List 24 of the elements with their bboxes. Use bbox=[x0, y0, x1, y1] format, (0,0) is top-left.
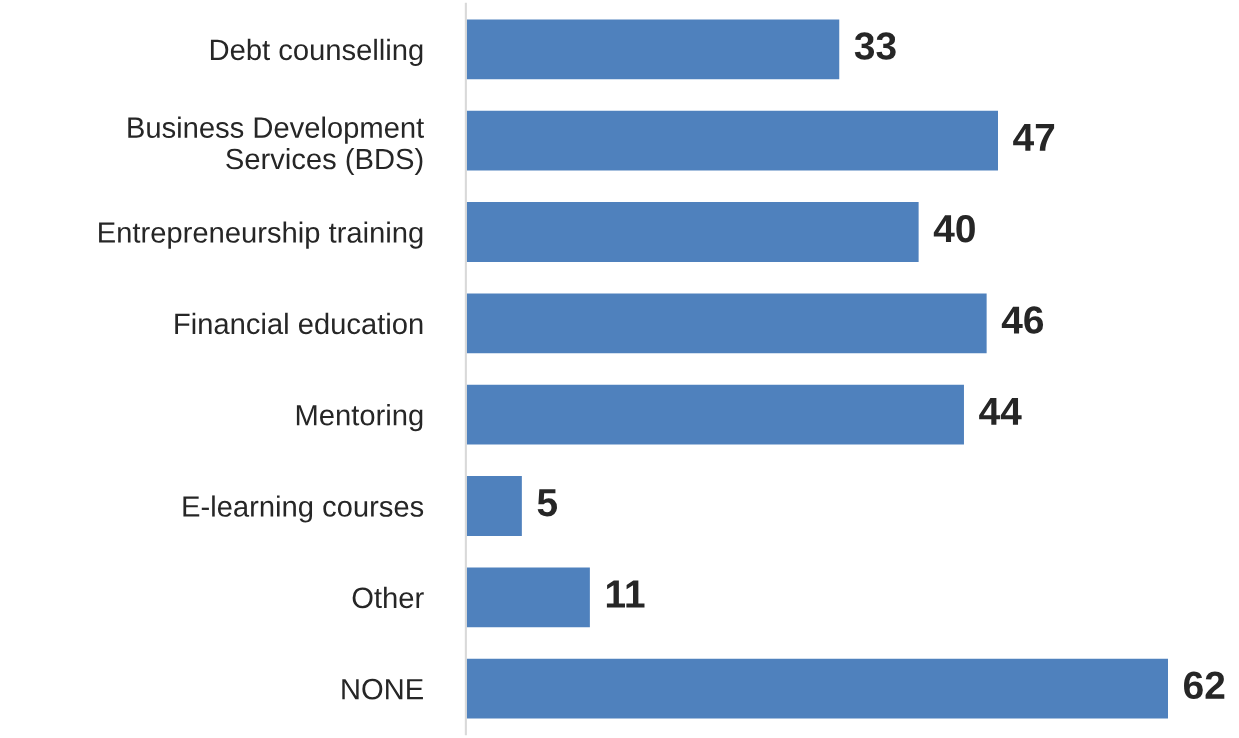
y-tick-label: Financial education bbox=[175, 312, 423, 335]
data-label: 62 bbox=[1184, 671, 1225, 700]
bar bbox=[465, 18, 841, 81]
bar bbox=[465, 109, 1000, 172]
y-tick-label: E-learning courses bbox=[183, 495, 424, 523]
y-tick-label: Debt counselling bbox=[210, 38, 423, 66]
y-tick-label: Other bbox=[352, 586, 424, 609]
bar bbox=[465, 200, 921, 264]
y-tick-label: Business Development Services (BDS) bbox=[128, 116, 424, 176]
data-label: 47 bbox=[1013, 123, 1055, 151]
data-label: 11 bbox=[606, 580, 645, 608]
y-tick-label: Mentoring bbox=[296, 404, 423, 432]
bar bbox=[465, 657, 1170, 720]
y-tick-label: NONE bbox=[342, 678, 423, 700]
data-label: 5 bbox=[537, 489, 557, 517]
data-label: 46 bbox=[1001, 306, 1044, 334]
data-label: 44 bbox=[979, 397, 1022, 425]
bar bbox=[465, 383, 966, 446]
data-label: 33 bbox=[854, 32, 896, 60]
bar bbox=[465, 292, 989, 355]
data-label: 40 bbox=[933, 214, 975, 243]
bar bbox=[465, 474, 524, 538]
y-tick-label: Entrepreneurship training bbox=[99, 221, 423, 249]
bar bbox=[465, 566, 592, 629]
